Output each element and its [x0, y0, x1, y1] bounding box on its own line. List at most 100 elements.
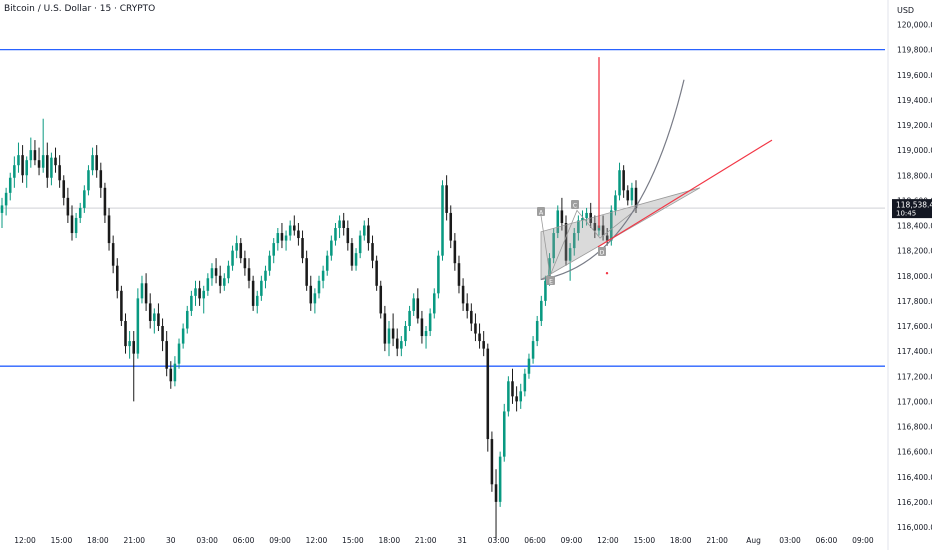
candle — [424, 326, 428, 349]
candle — [29, 137, 33, 168]
candle — [99, 162, 103, 198]
candle-body — [115, 265, 119, 291]
price-tick-label: 116,200.00 — [897, 498, 932, 507]
candle-body — [218, 275, 222, 286]
pattern-label-text: A — [539, 210, 544, 217]
red-marker — [605, 272, 609, 275]
candle-body — [535, 320, 539, 342]
candle — [507, 376, 510, 417]
candle-body — [87, 170, 90, 191]
candle — [354, 248, 358, 271]
time-tick-label: 18:00 — [87, 536, 109, 545]
time-tick-label: 15:00 — [342, 536, 364, 545]
candle-body — [132, 341, 136, 354]
candle-body — [54, 157, 57, 166]
candle-body — [165, 341, 168, 369]
price-tick-label: 118,800.00 — [897, 171, 932, 180]
candle — [552, 228, 555, 264]
candle — [474, 313, 477, 342]
candle — [330, 235, 333, 261]
candle-body — [247, 268, 251, 281]
candle-body — [136, 298, 140, 354]
candle — [325, 250, 329, 276]
candle — [527, 353, 531, 379]
candle — [276, 228, 280, 251]
candle-body — [581, 217, 584, 221]
candle — [124, 313, 127, 354]
pattern-label-box — [571, 200, 579, 209]
candle-body — [206, 278, 210, 291]
candle — [449, 205, 453, 249]
time-tick-label: 15:00 — [633, 536, 655, 545]
price-axis[interactable]: 116,000.00 116,200.00 116,400.00 116,600.00… — [887, 0, 932, 550]
time-tick-label: 21:00 — [706, 536, 728, 545]
candle-body — [515, 396, 518, 402]
candle — [490, 431, 494, 492]
candle-body — [29, 150, 33, 161]
candle-body — [424, 331, 428, 337]
time-tick-label: Aug — [746, 536, 761, 545]
candle — [346, 220, 350, 251]
candle-body — [618, 170, 621, 196]
candle — [288, 220, 292, 241]
pattern-label-box — [547, 276, 555, 285]
candle — [223, 273, 226, 291]
candle-body — [46, 155, 49, 178]
candle-body — [420, 318, 424, 337]
candle-body — [449, 212, 453, 241]
candle-body — [482, 341, 485, 349]
candle-body — [507, 381, 510, 412]
candle-body — [272, 243, 275, 256]
candle-body — [276, 233, 280, 244]
candle — [0, 197, 4, 229]
candle — [486, 343, 490, 452]
candle — [630, 182, 634, 206]
current-price-countdown: 10:45 — [896, 210, 916, 218]
candle — [441, 180, 444, 261]
candle-body — [185, 310, 189, 329]
candle-body — [441, 185, 444, 256]
candle-body — [564, 222, 568, 261]
candle-body — [572, 233, 576, 249]
candle — [581, 210, 584, 229]
candle-body — [601, 225, 605, 236]
candle — [231, 245, 234, 271]
candle-body — [432, 293, 436, 314]
candle-body — [461, 285, 465, 304]
price-tick-label: 117,000.00 — [897, 397, 932, 406]
candle — [367, 217, 370, 251]
candle-body — [400, 341, 403, 349]
candle — [37, 147, 41, 176]
candle-body — [231, 250, 234, 266]
candle — [260, 275, 263, 301]
candle-body — [255, 295, 259, 306]
candle-body — [99, 170, 103, 188]
candle — [457, 255, 461, 294]
candle — [572, 228, 576, 256]
candle-body — [41, 155, 45, 168]
candle-body — [395, 338, 399, 349]
time-tick-label: 18:00 — [670, 536, 692, 545]
candle — [280, 222, 284, 249]
candle — [523, 368, 527, 397]
candle-body — [111, 243, 115, 266]
candle — [115, 258, 119, 299]
candle — [87, 165, 90, 196]
time-tick-label: 03:00 — [779, 536, 801, 545]
time-axis[interactable]: 12:00 15:00 18:00 21:00 30 03:00 06:00 09:00 12:… — [14, 536, 874, 545]
candle — [618, 162, 621, 201]
candle — [140, 275, 144, 304]
candle — [74, 212, 78, 239]
price-tick-label: 117,400.00 — [897, 347, 932, 356]
candle — [338, 215, 341, 239]
candle — [379, 280, 383, 319]
candle-body — [190, 295, 193, 311]
candle — [58, 155, 61, 188]
candle-body — [0, 205, 4, 213]
candle — [284, 230, 288, 251]
time-tick-label: 09:00 — [561, 536, 583, 545]
candle — [17, 142, 20, 173]
candle — [198, 280, 201, 306]
